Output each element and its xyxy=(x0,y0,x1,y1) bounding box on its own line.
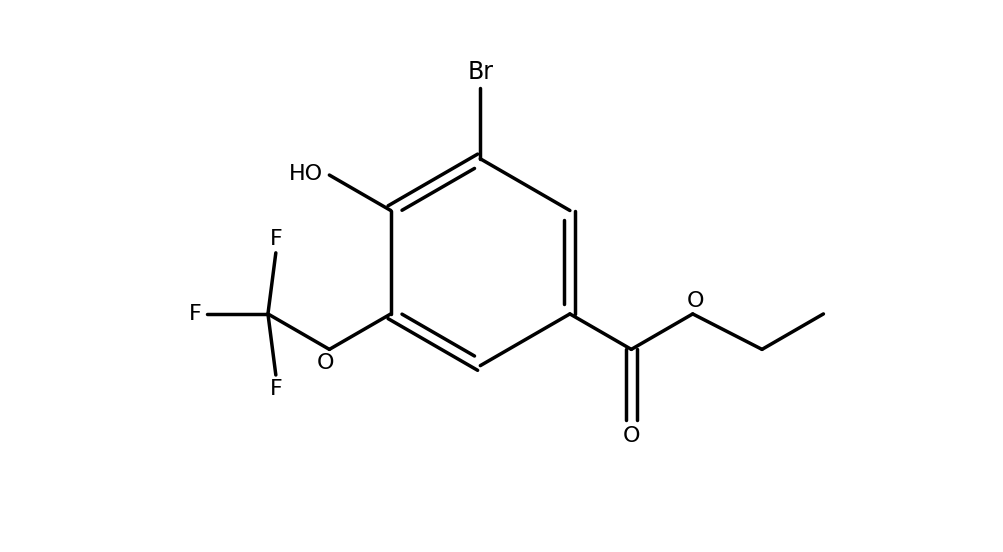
Text: HO: HO xyxy=(289,164,323,184)
Text: O: O xyxy=(316,353,334,373)
Text: F: F xyxy=(189,304,202,324)
Text: O: O xyxy=(686,291,704,311)
Text: F: F xyxy=(269,379,282,399)
Text: O: O xyxy=(622,426,640,446)
Text: F: F xyxy=(269,229,282,249)
Text: Br: Br xyxy=(466,60,492,84)
